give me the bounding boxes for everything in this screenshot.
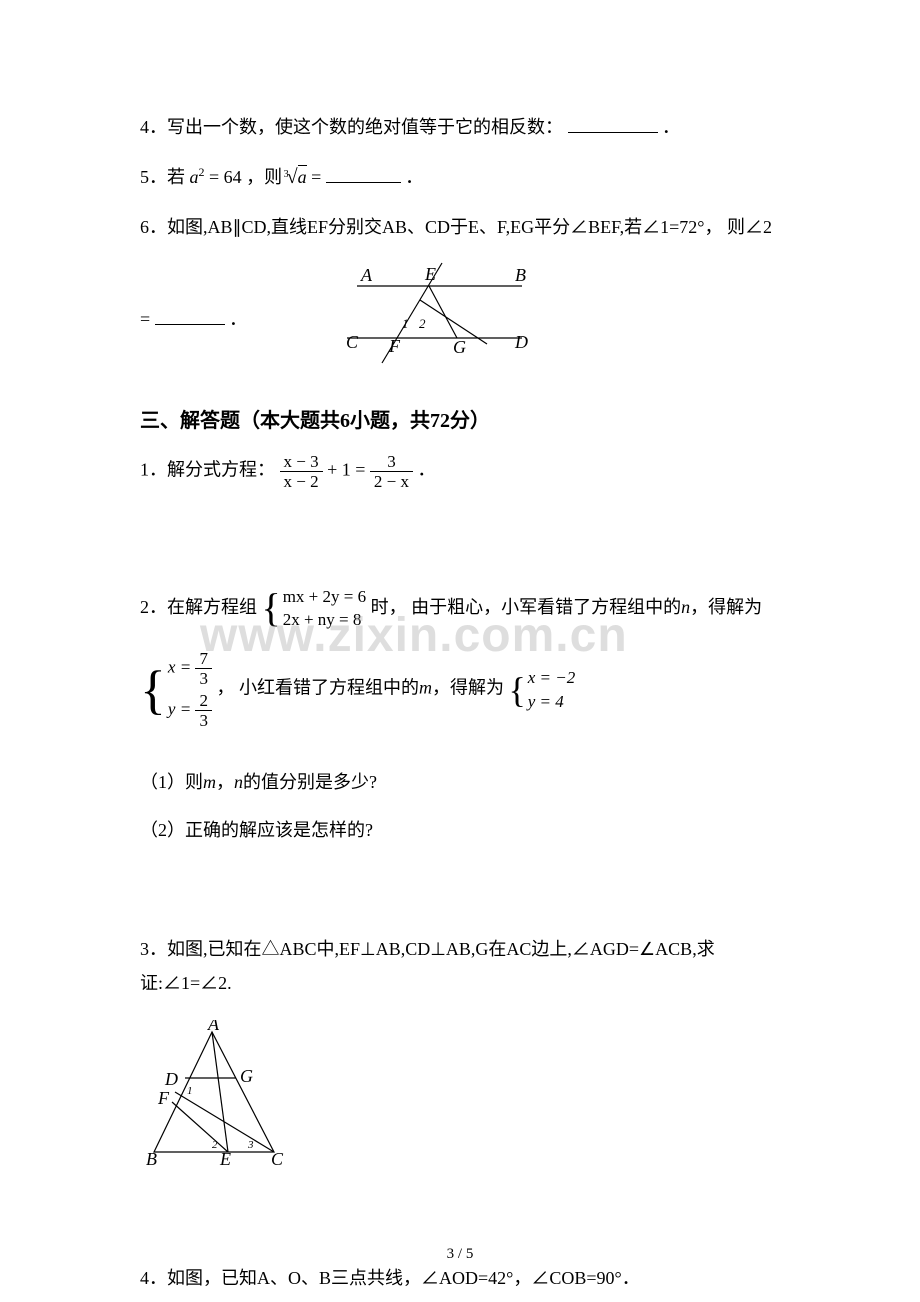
q6-eq-wrap: = ．: [140, 302, 247, 336]
q6-blank: [155, 307, 225, 325]
q4-blank: [568, 115, 658, 133]
q5-root-index: 3: [284, 165, 289, 184]
fig-tri-svg: A B C D F G E 1 2 3: [140, 1020, 310, 1170]
spacer-1: [140, 505, 780, 585]
svg-text:G: G: [453, 337, 466, 357]
svg-text:G: G: [240, 1066, 253, 1086]
q5-pre: 5．若: [140, 167, 190, 187]
svg-text:2: 2: [419, 316, 426, 331]
q1-f2-d: 2 − x: [370, 472, 413, 491]
svg-text:F: F: [388, 336, 401, 356]
q5-sq: 2: [199, 165, 205, 179]
s2yn: 2: [195, 691, 212, 711]
svg-text:E: E: [424, 264, 436, 284]
q2s1-n: n: [234, 772, 243, 792]
svg-text:D: D: [514, 332, 528, 352]
q1-frac2: 3 2 − x: [370, 452, 413, 491]
q1-f1-d: x − 2: [280, 472, 323, 491]
fig6-svg: A E B C F G D 1 2: [337, 258, 537, 368]
q2s1-end: 的值分别是多少?: [243, 772, 377, 792]
fill-q4: 4．写出一个数，使这个数的绝对值等于它的相反数： ．: [140, 110, 780, 144]
q5-cube-root: 3 √a: [287, 167, 311, 187]
solve-q2-sub2: （2）正确的解应该是怎样的?: [140, 813, 780, 847]
svg-text:C: C: [271, 1149, 284, 1169]
q5-eq: =: [311, 167, 326, 187]
svg-text:D: D: [164, 1069, 178, 1089]
svg-text:3: 3: [247, 1139, 254, 1151]
q5-blank: [326, 165, 401, 183]
q4-text: 4．写出一个数，使这个数的绝对值等于它的相反数：: [140, 117, 563, 137]
q1-f2-n: 3: [370, 452, 413, 472]
svg-text:B: B: [515, 265, 526, 285]
q2-n: n: [681, 596, 690, 616]
watermark: www.zixin.com.cn: [200, 590, 628, 681]
q6-eq: =: [140, 309, 150, 329]
fig-triangle: A B C D F G E 1 2 3: [140, 1020, 780, 1181]
q1-mid: + 1 =: [327, 459, 370, 479]
svg-text:1: 1: [402, 316, 409, 331]
sys2-xpre: x =: [168, 658, 191, 677]
q5-eq64: = 64: [209, 167, 242, 187]
spacer-1b: [140, 747, 780, 765]
brace-2: {: [140, 665, 166, 715]
solve-q3: 3．如图,已知在△ABC中,EF⊥AB,CD⊥AB,G在AC边上,∠AGD=∠A…: [140, 932, 780, 1000]
page-footer: 3 / 5: [0, 1240, 920, 1269]
fill-q6-line2: = ． A E B C F G D 1 2: [140, 258, 780, 379]
q2s1-m: m: [203, 772, 216, 792]
q5-root-a: a: [298, 165, 307, 187]
sys2-yfrac: 23: [195, 691, 212, 730]
solve-q2-sub1: （1）则m，n的值分别是多少?: [140, 765, 780, 799]
q6-end: ．: [229, 309, 247, 329]
q6-text: 6．如图,AB∥CD,直线EF分别交AB、CD于E、F,EG平分∠BEF,若∠1…: [140, 217, 772, 237]
spacer-2: [140, 862, 780, 932]
sys2-ry: y = 23: [168, 691, 212, 730]
q2s1-mid: ，: [216, 772, 234, 792]
section-3-title: 三、解答题（本大题共6小题，共72分）: [140, 402, 780, 440]
q2s1-a: （1）则: [140, 772, 203, 792]
q1-frac1: x − 3 x − 2: [280, 452, 323, 491]
sys2-ypre: y =: [168, 700, 191, 719]
svg-text:F: F: [157, 1088, 170, 1108]
svg-text:B: B: [146, 1149, 157, 1169]
svg-text:2: 2: [212, 1139, 218, 1151]
svg-text:1: 1: [187, 1085, 193, 1097]
svg-text:C: C: [346, 332, 359, 352]
q5-a: a: [190, 167, 199, 187]
svg-text:E: E: [219, 1149, 231, 1169]
sys3-r2: y = 4: [528, 690, 576, 714]
fill-q6: 6．如图,AB∥CD,直线EF分别交AB、CD于E、F,EG平分∠BEF,若∠1…: [140, 210, 780, 244]
q1-end: ．: [418, 459, 436, 479]
q1-pre: 1．解分式方程：: [140, 459, 275, 479]
solve-q1: 1．解分式方程： x − 3 x − 2 + 1 = 3 2 − x ．: [140, 452, 780, 491]
q2-mid1b: ，得解为: [690, 596, 762, 616]
q5-end: ．: [405, 167, 423, 187]
q5-mid: ，则: [246, 167, 287, 187]
fill-q5: 5．若 a2 = 64 ，则 3 √a = ．: [140, 158, 780, 196]
s2yd: 3: [195, 711, 212, 730]
svg-text:A: A: [207, 1020, 220, 1034]
svg-text:A: A: [360, 265, 373, 285]
q4-end: ．: [662, 117, 680, 137]
fig-parallel-lines: A E B C F G D 1 2: [337, 258, 537, 379]
q1-f1-n: x − 3: [280, 452, 323, 472]
